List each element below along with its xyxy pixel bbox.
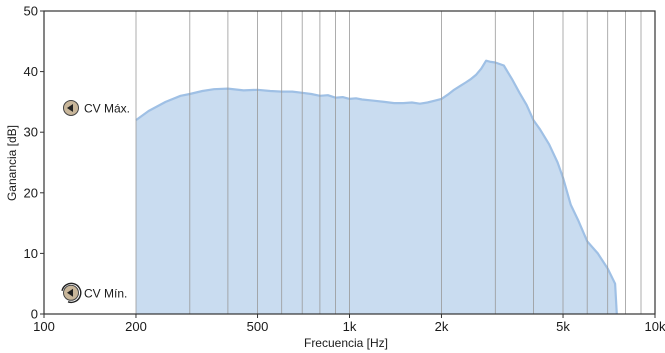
knob-pointer — [67, 288, 73, 297]
x-tick-label: 200 — [125, 319, 147, 334]
x-axis-label: Frecuencia [Hz] — [304, 336, 388, 350]
y-tick-label: 40 — [24, 64, 38, 79]
knob-arc — [61, 282, 82, 304]
annotation-label: CV Mín. — [84, 286, 127, 300]
annotations: CV Máx. CV Mín. — [61, 99, 130, 304]
y-axis-label: Ganancia [dB] — [5, 125, 19, 201]
annotation-label: CV Máx. — [84, 101, 130, 115]
x-tick-label: 1k — [343, 319, 357, 334]
plot-area — [135, 59, 618, 315]
x-tick-label: 10k — [645, 319, 665, 334]
x-tick-label: 500 — [247, 319, 269, 334]
y-tick-label: 10 — [24, 246, 38, 261]
series-line — [135, 59, 618, 315]
y-tick-labels: 0 10 20 30 40 50 — [24, 4, 44, 322]
x-tick-label: 5k — [556, 319, 570, 334]
y-tick-label: 0 — [31, 307, 38, 322]
knob-max-icon — [63, 99, 79, 116]
y-tick-label: 50 — [24, 4, 38, 19]
grid-lines — [135, 11, 642, 314]
knob-pointer — [67, 103, 73, 112]
knob-min-icon — [61, 282, 82, 304]
y-tick-label: 20 — [24, 185, 38, 200]
series-area-fill — [136, 60, 617, 315]
y-tick-label: 30 — [24, 125, 38, 140]
x-tick-labels: 100 200 500 1k 2k 5k 10k — [33, 314, 665, 334]
x-tick-label: 100 — [33, 319, 55, 334]
x-tick-label: 2k — [435, 319, 449, 334]
